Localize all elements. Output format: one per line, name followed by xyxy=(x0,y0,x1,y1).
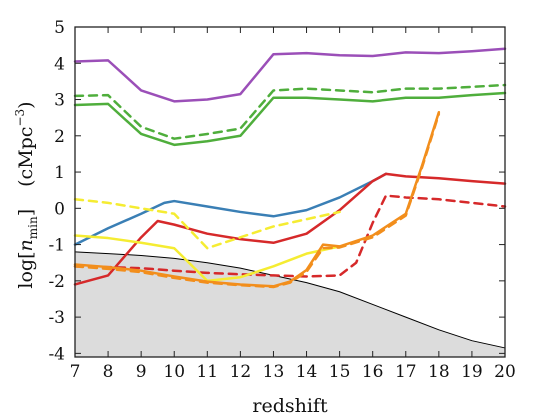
y-tick-label-2: 2 xyxy=(54,127,65,147)
series-line-7 xyxy=(73,198,341,250)
x-tick-label-18: 18 xyxy=(428,362,450,382)
x-tick-label-14: 14 xyxy=(296,362,318,382)
y-label-n: n xyxy=(15,239,37,251)
y-tick-label-3: 3 xyxy=(54,91,65,111)
y-label-unit: (cMpc xyxy=(15,127,37,187)
y-label-close: ) xyxy=(15,101,37,108)
series-line-1 xyxy=(73,83,507,140)
x-tick-label-17: 17 xyxy=(395,362,417,382)
svg-text:log[nmin](cMpc−3): log[nmin](cMpc−3) xyxy=(13,101,40,288)
x-tick-label-10: 10 xyxy=(163,362,185,382)
x-tick-label-9: 9 xyxy=(136,362,147,382)
series-line-2 xyxy=(73,91,507,147)
y-axis-label: log[nmin](cMpc−3) xyxy=(13,101,40,288)
y-tick-label-5: 5 xyxy=(54,18,65,38)
y-label-sub: min xyxy=(26,216,40,239)
x-tick-label-15: 15 xyxy=(329,362,351,382)
y-tick-label--2: -2 xyxy=(48,272,65,292)
x-tick-label-19: 19 xyxy=(461,362,483,382)
y-tick-label--4: -4 xyxy=(48,344,65,364)
y-tick-label-4: 4 xyxy=(54,54,65,74)
series-line-9 xyxy=(73,112,441,289)
series-layer xyxy=(73,47,507,289)
shaded-region-edge xyxy=(74,251,506,349)
y-label-exp: −3 xyxy=(13,109,27,127)
x-tick-label-16: 16 xyxy=(362,362,384,382)
x-tick-label-13: 13 xyxy=(263,362,285,382)
x-tick-label-11: 11 xyxy=(196,362,218,382)
x-tick-label-7: 7 xyxy=(70,362,81,382)
plot-frame xyxy=(74,26,506,358)
x-tick-label-12: 12 xyxy=(230,362,252,382)
series-line-0 xyxy=(73,47,507,103)
series-line-4 xyxy=(73,172,507,286)
y-tick-label-1: 1 xyxy=(54,163,65,183)
axes-layer xyxy=(74,26,506,358)
x-tick-label-20: 20 xyxy=(494,362,516,382)
y-tick-label--1: -1 xyxy=(48,236,65,256)
x-axis-label: redshift xyxy=(252,395,328,417)
series-line-3 xyxy=(73,172,388,246)
y-tick-label-0: 0 xyxy=(54,199,65,219)
series-line-5 xyxy=(73,194,507,278)
y-label-log: log xyxy=(15,259,37,289)
y-tick-label--3: -3 xyxy=(48,308,65,328)
x-tick-label-8: 8 xyxy=(103,362,114,382)
